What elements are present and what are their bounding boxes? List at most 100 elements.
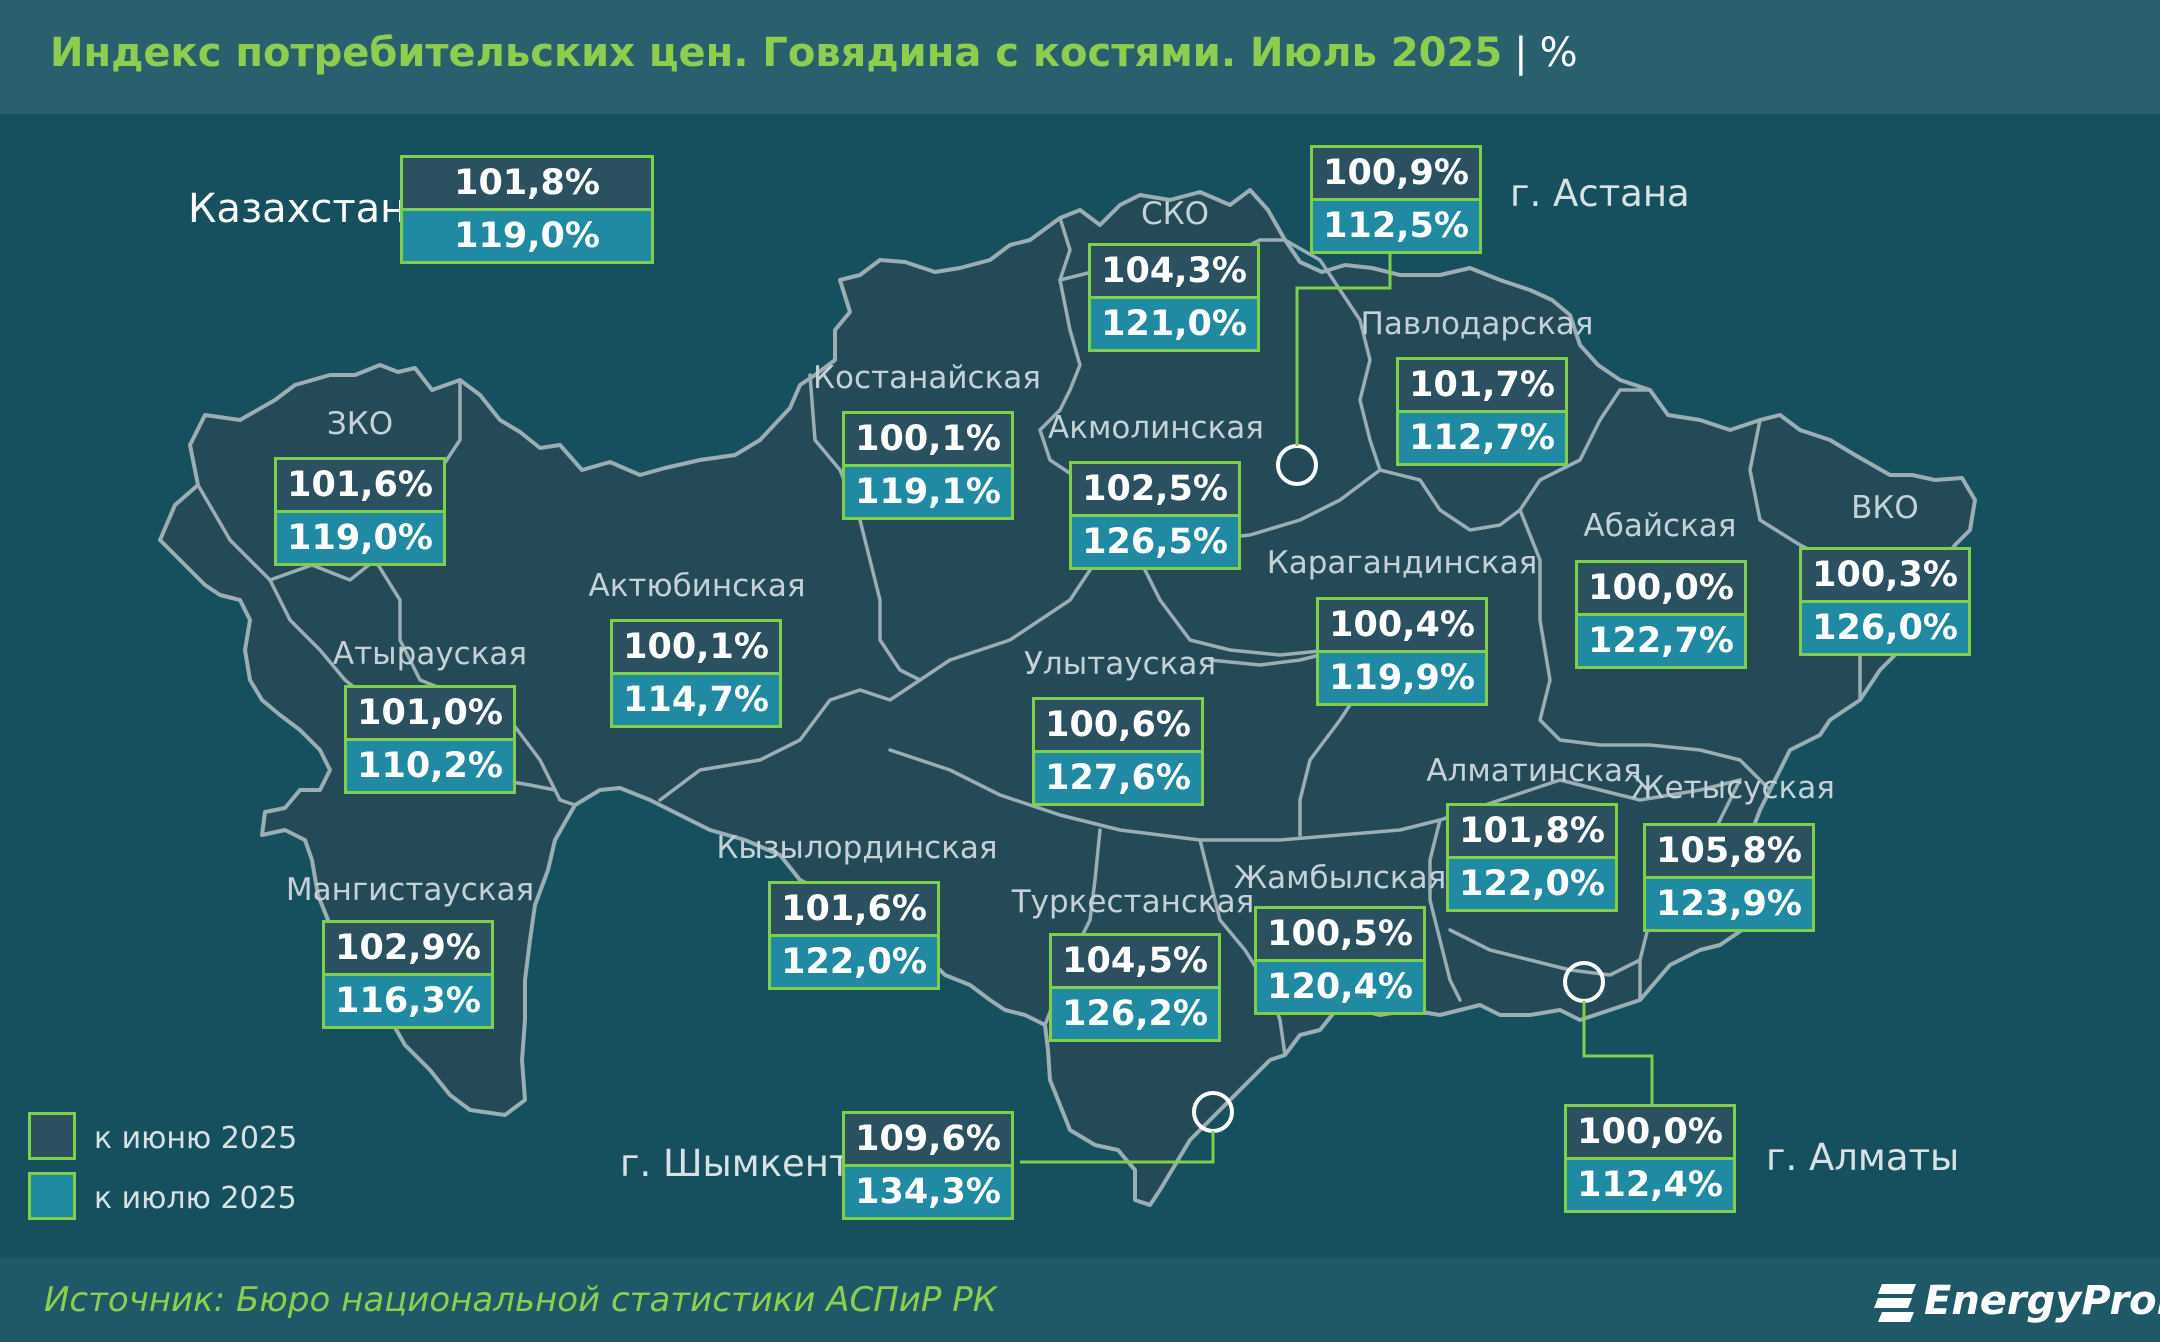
abai-july-value: 122,7%	[1578, 616, 1744, 666]
atyrau-july-value: 110,2%	[347, 741, 513, 791]
legend-swatch-july	[28, 1172, 76, 1220]
zko-july-value: 119,0%	[277, 513, 443, 563]
region-label-kostanay: Костанайская	[813, 360, 1041, 396]
aktobe-july-value: 114,7%	[613, 675, 779, 725]
karaganda-july-value: 119,9%	[1319, 653, 1485, 703]
border-karaganda-abai	[1518, 508, 1772, 792]
region-box-pavlodar: 101,7% 112,7%	[1396, 357, 1568, 466]
region-label-pavlodar: Павлодарская	[1360, 306, 1594, 342]
region-label-ulytau: Улытауская	[1024, 646, 1216, 682]
logo-text: EnergyProm	[1924, 1278, 2160, 1324]
page-title: Индекс потребительских цен. Говядина с к…	[50, 30, 1578, 76]
astana-july-value: 112,5%	[1313, 201, 1479, 251]
energyprom-logo: EnergyProm	[1872, 1278, 2160, 1326]
region-box-vko: 100,3% 126,0%	[1799, 547, 1971, 656]
country-june-value: 101,8%	[403, 158, 651, 211]
vko-june-value: 100,3%	[1802, 550, 1968, 603]
region-box-zko: 101,6% 119,0%	[274, 457, 446, 566]
legend-label-june: к июню 2025	[94, 1121, 298, 1156]
almaty-july-value: 112,4%	[1567, 1160, 1733, 1210]
region-box-sko: 104,3% 121,0%	[1088, 243, 1260, 352]
region-label-mangistau: Мангистауская	[285, 872, 535, 908]
atyrau-june-value: 101,0%	[347, 688, 513, 741]
country-value-box: 101,8% 119,0%	[400, 155, 654, 264]
title-unit: %	[1539, 30, 1578, 76]
footer-bar: Источник: Бюро национальной статистики А…	[0, 1258, 2160, 1342]
vko-july-value: 126,0%	[1802, 603, 1968, 653]
region-label-karaganda: Карагандинская	[1266, 545, 1538, 581]
region-label-almaty-oblast: Алматинская	[1426, 753, 1642, 789]
ulytau-june-value: 100,6%	[1035, 700, 1201, 753]
region-box-aktobe: 100,1% 114,7%	[610, 619, 782, 728]
region-label-abai: Абайская	[1583, 508, 1737, 544]
logo-mark-icon	[1874, 1284, 1916, 1322]
region-label-akmola: Акмолинская	[1048, 410, 1264, 446]
pavlodar-june-value: 101,7%	[1399, 360, 1565, 413]
region-label-turkestan: Туркестанская	[1011, 884, 1255, 920]
shymkent-july-value: 134,3%	[845, 1167, 1011, 1217]
zko-june-value: 101,6%	[277, 460, 443, 513]
border-kostanay-akmola	[1038, 216, 1082, 482]
almaty-june-value: 100,0%	[1567, 1107, 1733, 1160]
city-box-almaty: 100,0% 112,4%	[1564, 1104, 1736, 1213]
region-label-zko: ЗКО	[326, 406, 394, 442]
zhetysu-july-value: 123,9%	[1646, 879, 1812, 929]
region-box-turkestan: 104,5% 126,2%	[1049, 933, 1221, 1042]
city-label-almaty: г. Алматы	[1766, 1136, 1960, 1179]
region-label-kyzylorda: Кызылординская	[716, 830, 998, 866]
region-box-zhetysu: 105,8% 123,9%	[1643, 823, 1815, 932]
akmola-june-value: 102,5%	[1072, 464, 1238, 517]
source-note: Источник: Бюро национальной статистики А…	[44, 1280, 997, 1320]
pavlodar-july-value: 112,7%	[1399, 413, 1565, 463]
region-label-sko: СКО	[1140, 196, 1210, 232]
astana-leader	[1295, 246, 1392, 446]
zhambyl-june-value: 100,5%	[1257, 909, 1423, 962]
border-zhambyl-almaty	[1428, 818, 1462, 1002]
abai-june-value: 100,0%	[1578, 563, 1744, 616]
turkestan-june-value: 104,5%	[1052, 936, 1218, 989]
shymkent-leader	[1020, 1131, 1215, 1164]
zhetysu-june-value: 105,8%	[1646, 826, 1812, 879]
almaty-leader	[1582, 1001, 1654, 1104]
city-label-shymkent: г. Шымкент	[620, 1142, 851, 1185]
almaty-oblast-june-value: 101,8%	[1449, 806, 1615, 859]
header-bar: Индекс потребительских цен. Говядина с к…	[0, 0, 2160, 114]
mangistau-june-value: 102,9%	[325, 923, 491, 976]
legend-swatch-june	[28, 1112, 76, 1160]
border-ulytau-south	[888, 748, 1442, 842]
sko-june-value: 104,3%	[1091, 246, 1257, 299]
border-aktobe-kostanay	[808, 373, 922, 682]
border-aktobe-kyzylorda	[658, 658, 952, 802]
mangistau-july-value: 116,3%	[325, 976, 491, 1026]
border-almaty-inner	[1448, 928, 1642, 977]
karaganda-june-value: 100,4%	[1319, 600, 1485, 653]
kyzylorda-june-value: 101,6%	[771, 884, 937, 937]
kyzylorda-july-value: 122,0%	[771, 937, 937, 987]
country-july-value: 119,0%	[403, 211, 651, 261]
region-label-zhetysu: Жетысуская	[1631, 770, 1835, 806]
region-box-mangistau: 102,9% 116,3%	[322, 920, 494, 1029]
region-box-ulytau: 100,6% 127,6%	[1032, 697, 1204, 806]
aktobe-june-value: 100,1%	[613, 622, 779, 675]
zhambyl-july-value: 120,4%	[1257, 962, 1423, 1012]
title-separator: |	[1514, 30, 1528, 76]
border-turkestan-zhambyl	[1198, 838, 1287, 1057]
region-label-aktobe: Актюбинская	[588, 568, 806, 604]
shymkent-june-value: 109,6%	[845, 1114, 1011, 1167]
region-label-vko: ВКО	[1851, 490, 1919, 526]
almaty-oblast-july-value: 122,0%	[1449, 859, 1615, 909]
sko-july-value: 121,0%	[1091, 299, 1257, 349]
ulytau-july-value: 127,6%	[1035, 753, 1201, 803]
region-label-zhambyl: Жамбылская	[1233, 860, 1447, 896]
astana-june-value: 100,9%	[1313, 148, 1479, 201]
region-box-kyzylorda: 101,6% 122,0%	[768, 881, 940, 990]
title-text: Индекс потребительских цен. Говядина с к…	[50, 30, 1503, 76]
legend-label-july: к июлю 2025	[94, 1181, 297, 1216]
region-box-abai: 100,0% 122,7%	[1575, 560, 1747, 669]
kostanay-july-value: 119,1%	[845, 467, 1011, 517]
city-label-astana: г. Астана	[1510, 172, 1690, 215]
city-box-shymkent: 109,6% 134,3%	[842, 1111, 1014, 1220]
region-box-almaty-oblast: 101,8% 122,0%	[1446, 803, 1618, 912]
region-box-karaganda: 100,4% 119,9%	[1316, 597, 1488, 706]
kostanay-june-value: 100,1%	[845, 414, 1011, 467]
